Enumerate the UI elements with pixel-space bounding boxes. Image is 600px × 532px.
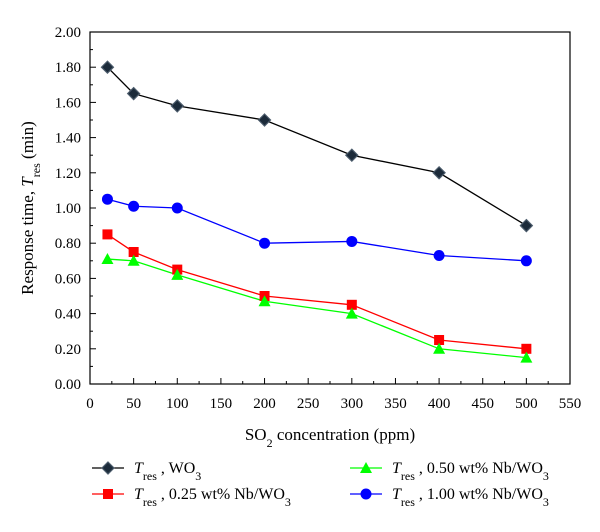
y-tick-label: 1.80 <box>55 60 81 76</box>
data-point-s1-1 <box>100 60 115 75</box>
legend: Tres , WO3 Tres , 0.25 wt% Nb/WO3 Tres , 0… <box>92 460 549 509</box>
data-point-s3-6 <box>433 342 446 354</box>
x-tick-label: 400 <box>428 396 451 412</box>
plot-lines <box>106 66 527 359</box>
data-point-s4-5 <box>346 235 358 247</box>
data-point-s1-4 <box>257 113 272 127</box>
data-point-s1-2 <box>126 86 141 101</box>
legend-label-2: Tres , 0.25 wt% Nb/WO3 <box>134 486 291 509</box>
legend-label-3: Tres , 0.50 wt% Nb/WO3 <box>392 460 549 483</box>
x-tick-label: 550 <box>559 396 582 412</box>
y-tick-label: 0.60 <box>55 271 81 287</box>
data-point-s1-5 <box>344 148 359 163</box>
x-tick-label: 200 <box>253 396 276 412</box>
x-axis-title: SO2 concentration (ppm) <box>245 425 415 450</box>
legend-marker-4 <box>360 488 372 500</box>
series-line-2 <box>107 233 527 350</box>
data-point-s2-5 <box>346 299 357 310</box>
data-point-s2-6 <box>434 335 445 345</box>
y-tick-label: 1.40 <box>55 131 81 147</box>
data-point-s3-2 <box>127 254 140 266</box>
data-point-s3-5 <box>345 307 358 319</box>
x-tick-label: 450 <box>471 396 494 412</box>
data-point-s4-2 <box>128 200 140 212</box>
y-tick-label: 0.20 <box>55 342 81 358</box>
data-point-s4-7 <box>520 255 532 267</box>
legend-label-4: Tres , 1.00 wt% Nb/WO3 <box>392 486 549 509</box>
x-tick-label: 0 <box>86 396 94 412</box>
data-point-s2-7 <box>521 343 532 354</box>
y-tick-label: 0.40 <box>55 307 81 323</box>
x-tick-label: 250 <box>297 396 320 412</box>
data-point-s3-1 <box>101 253 114 265</box>
legend-label-1: Tres , WO3 <box>134 460 201 483</box>
series-line-4 <box>107 198 527 262</box>
y-tick-label: 0.80 <box>55 236 81 252</box>
data-point-s4-3 <box>171 202 183 214</box>
y-tick-label: 0.00 <box>55 377 81 393</box>
data-point-s1-6 <box>432 165 446 180</box>
data-point-s1-3 <box>170 99 185 113</box>
series-line-1 <box>106 66 527 227</box>
y-tick-label: 1.00 <box>55 201 81 217</box>
axes: 0 50 100 150 200 250 300 350 400 450 500 550 0.00 0.2… <box>18 25 581 450</box>
x-tick-label: 300 <box>341 396 364 412</box>
y-axis-title: Response time, Tres (min) <box>18 121 43 295</box>
y-tick-label: 1.60 <box>55 95 81 111</box>
data-point-s2-1 <box>102 229 113 240</box>
x-tick-label: 500 <box>515 396 538 412</box>
x-tick-label: 100 <box>166 396 189 412</box>
legend-marker-2 <box>103 489 113 499</box>
x-tick-label: 150 <box>210 396 233 412</box>
x-tick-label: 50 <box>126 396 141 412</box>
data-point-s4-1 <box>101 193 113 205</box>
legend-marker-1 <box>101 461 115 475</box>
data-point-s3-7 <box>520 351 533 363</box>
y-tick-label: 1.20 <box>55 166 81 182</box>
data-point-s4-6 <box>433 250 445 262</box>
data-point-s3-3 <box>171 268 184 280</box>
legend-marker-3 <box>360 462 372 473</box>
data-point-s1-7 <box>519 218 534 233</box>
x-tick-label: 350 <box>384 396 407 412</box>
plot-markers <box>100 60 534 363</box>
data-point-s3-4 <box>258 295 271 307</box>
data-point-s2-2 <box>128 247 139 257</box>
data-point-s4-4 <box>259 237 271 249</box>
y-tick-label: 2.00 <box>55 25 81 41</box>
